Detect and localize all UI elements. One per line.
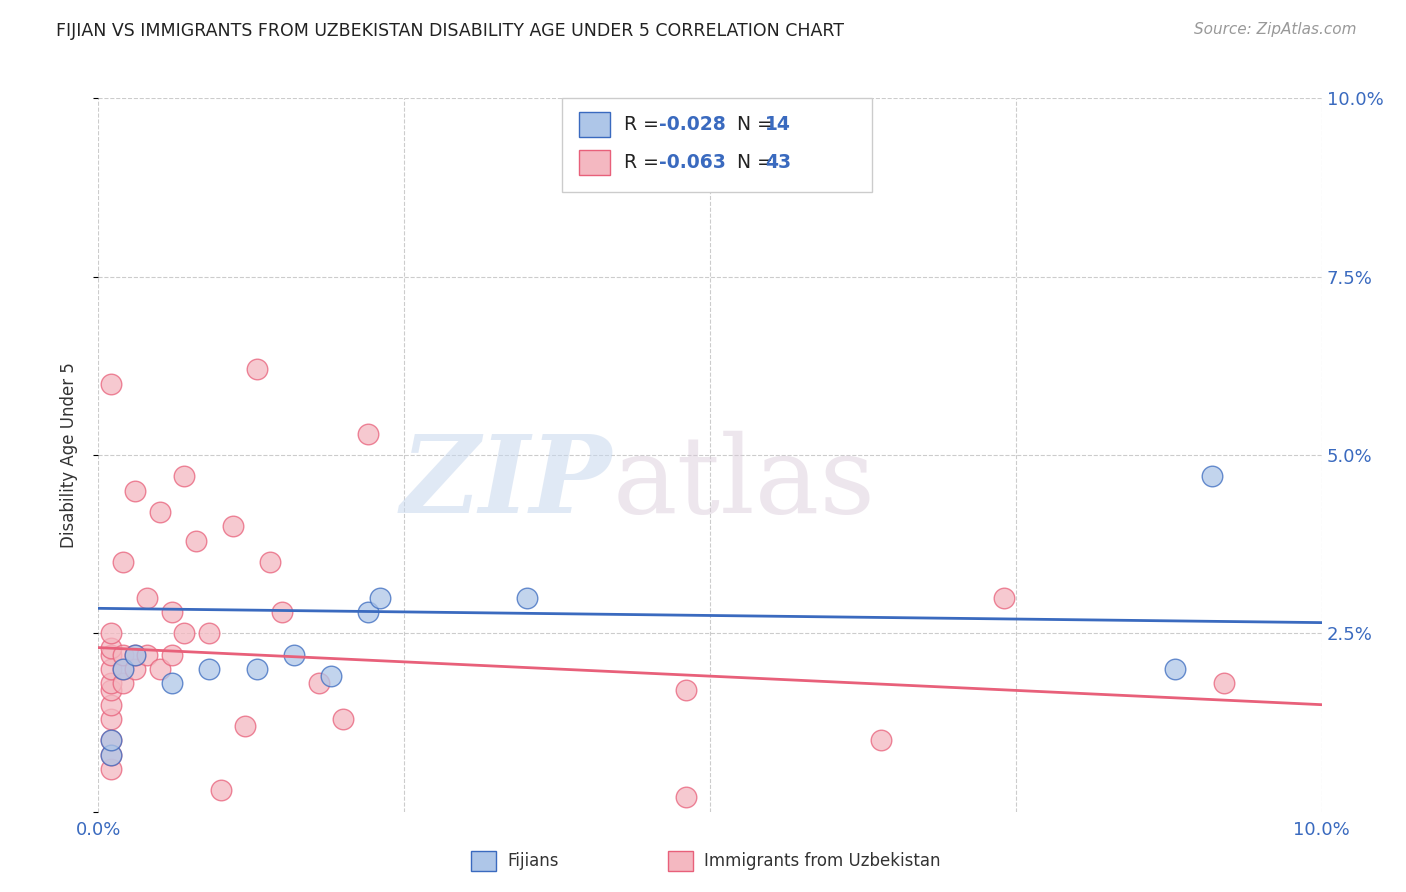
- Point: [100, 640, 122, 655]
- Text: N =: N =: [725, 115, 779, 135]
- Point: [149, 505, 172, 519]
- Point: [111, 662, 134, 676]
- Text: Fijians: Fijians: [508, 852, 560, 870]
- Point: [100, 376, 122, 391]
- Point: [100, 648, 122, 662]
- Point: [111, 662, 134, 676]
- Point: [1212, 676, 1234, 690]
- Point: [100, 698, 122, 712]
- Point: [124, 648, 146, 662]
- Point: [100, 733, 122, 747]
- Text: R =: R =: [624, 153, 665, 172]
- Point: [124, 648, 146, 662]
- Text: Immigrants from Uzbekistan: Immigrants from Uzbekistan: [704, 852, 941, 870]
- Point: [160, 605, 183, 619]
- Point: [100, 747, 122, 762]
- Point: [870, 733, 893, 747]
- Point: [124, 483, 146, 498]
- Point: [308, 676, 330, 690]
- Point: [675, 683, 697, 698]
- Point: [111, 648, 134, 662]
- Point: [368, 591, 391, 605]
- Point: [100, 762, 122, 776]
- Text: 14: 14: [765, 115, 790, 135]
- Point: [124, 662, 146, 676]
- Point: [100, 662, 122, 676]
- Point: [319, 669, 342, 683]
- Text: atlas: atlas: [612, 431, 875, 536]
- Point: [100, 626, 122, 640]
- Text: FIJIAN VS IMMIGRANTS FROM UZBEKISTAN DISABILITY AGE UNDER 5 CORRELATION CHART: FIJIAN VS IMMIGRANTS FROM UZBEKISTAN DIS…: [56, 22, 844, 40]
- Text: -0.028: -0.028: [659, 115, 725, 135]
- Point: [100, 676, 122, 690]
- Point: [246, 362, 269, 376]
- Point: [233, 719, 256, 733]
- Point: [259, 555, 281, 569]
- Point: [197, 662, 219, 676]
- Point: [197, 626, 219, 640]
- Point: [100, 733, 122, 747]
- Point: [332, 712, 354, 726]
- Point: [209, 783, 232, 797]
- Point: [111, 555, 134, 569]
- Point: [356, 426, 378, 441]
- Point: [100, 747, 122, 762]
- Point: [173, 469, 195, 483]
- Point: [1164, 662, 1187, 676]
- Text: ZIP: ZIP: [401, 431, 612, 536]
- Point: [283, 648, 305, 662]
- Text: -0.063: -0.063: [659, 153, 727, 172]
- Text: Source: ZipAtlas.com: Source: ZipAtlas.com: [1194, 22, 1357, 37]
- Point: [149, 662, 172, 676]
- Point: [100, 712, 122, 726]
- Text: R =: R =: [624, 115, 665, 135]
- Point: [136, 591, 159, 605]
- Point: [136, 648, 159, 662]
- Point: [186, 533, 208, 548]
- Point: [270, 605, 292, 619]
- Point: [1201, 469, 1223, 483]
- Point: [160, 648, 183, 662]
- Y-axis label: Disability Age Under 5: Disability Age Under 5: [59, 362, 77, 548]
- Point: [516, 591, 538, 605]
- Point: [111, 676, 134, 690]
- Text: 43: 43: [765, 153, 792, 172]
- Point: [173, 626, 195, 640]
- Point: [246, 662, 269, 676]
- Point: [160, 676, 183, 690]
- Point: [675, 790, 697, 805]
- Point: [100, 683, 122, 698]
- Point: [993, 591, 1015, 605]
- Point: [222, 519, 245, 533]
- Point: [356, 605, 378, 619]
- Text: N =: N =: [725, 153, 779, 172]
